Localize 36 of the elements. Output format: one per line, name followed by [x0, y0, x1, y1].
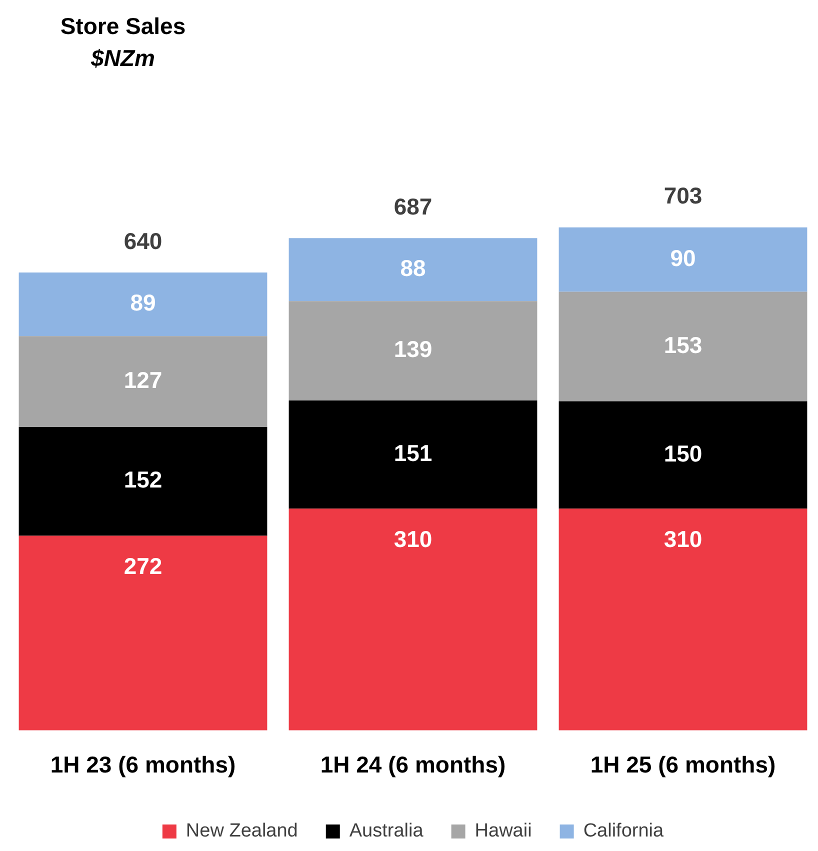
chart-title: Store Sales — [59, 12, 187, 41]
bar — [288, 400, 538, 509]
bar — [18, 336, 268, 428]
bar — [18, 272, 268, 336]
total-label: 640 — [124, 228, 162, 254]
data-label: 90 — [670, 244, 696, 271]
chart-subtitle: $NZm — [90, 44, 156, 73]
x-tick-label: 1H 24 (6 months) — [320, 752, 506, 778]
data-label: 150 — [664, 440, 702, 466]
data-label: 272 — [124, 553, 162, 580]
data-label: 310 — [394, 526, 432, 552]
bar — [288, 301, 538, 401]
data-label: 151 — [394, 440, 432, 466]
bar — [558, 508, 808, 730]
legend-label: Australia — [349, 820, 424, 842]
bar — [288, 508, 538, 730]
x-tick-label: 1H 23 (6 months) — [50, 752, 236, 778]
data-label: 88 — [400, 254, 426, 281]
data-label: 153 — [664, 332, 702, 358]
total-label: 703 — [664, 182, 702, 209]
data-label: 152 — [124, 466, 162, 493]
data-label: 89 — [130, 290, 156, 316]
legend-label: California — [583, 820, 664, 842]
bar — [558, 292, 808, 402]
x-tick-label: 1H 25 (6 months) — [590, 752, 776, 778]
bar — [558, 227, 808, 292]
bar — [558, 401, 808, 509]
legend-label: New Zealand — [186, 820, 298, 842]
bar — [288, 238, 538, 302]
data-label: 139 — [394, 336, 432, 362]
legend-label: Hawaii — [474, 820, 532, 842]
bar — [18, 427, 268, 536]
total-label: 687 — [394, 193, 432, 220]
bar — [18, 536, 268, 730]
data-label: 127 — [124, 366, 162, 393]
data-label: 310 — [664, 526, 702, 552]
